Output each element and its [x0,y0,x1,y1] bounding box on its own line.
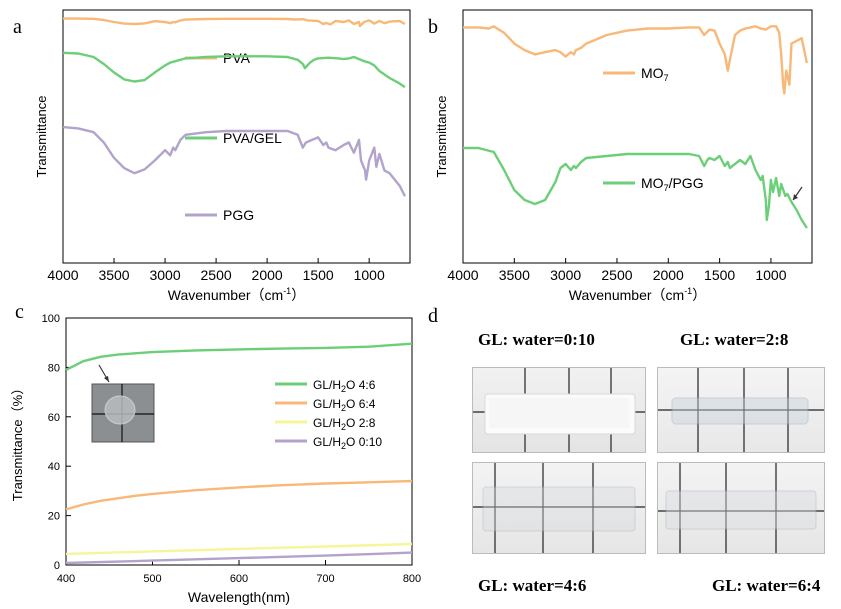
x-tick-label: 1000 [755,267,786,283]
y-tick-label: 40 [48,461,60,473]
y-axis-label: Transmittance [434,96,449,178]
photo-gl-water-4-6 [472,462,646,554]
x-tick-label: 4000 [447,267,478,283]
x-tick-label: 1000 [354,267,385,283]
panel-label: a [13,16,22,38]
legend-entry: GL/H2O 0:10 [313,435,382,451]
annotation-arrowhead [793,194,798,200]
plot-frame [462,9,813,264]
y-axis-label: Transmittance（%） [10,382,25,501]
photo-grid [473,368,645,452]
legend-entry: PGG [223,207,254,223]
x-tick-label: 4000 [47,267,78,283]
photo-grid [473,463,645,553]
legend-entry: PVA [223,50,251,66]
x-tick-label: 3000 [149,267,180,283]
legend-entry: GL/H2O 6:4 [313,397,376,413]
x-tick-label: 700 [316,573,334,585]
photo-gl-water-6-4 [657,462,825,554]
x-tick-label: 800 [403,573,421,585]
series-line [63,17,406,28]
x-tick-label: 500 [143,573,161,585]
x-tick-label: 2500 [601,267,632,283]
x-tick-label: 600 [230,573,248,585]
legend-entry: MO7 [641,65,669,83]
legend-entry: GL/H2O 4:6 [313,378,376,394]
y-tick-label: 20 [48,511,60,523]
series-line [65,342,413,371]
x-axis-label: Wavelength(nm) [188,589,290,605]
chart-panel-a: a 4000 3500 3000 2500 2000 1500 1000 Wavenumber（… [13,9,411,303]
x-tick-label: 2000 [252,267,283,283]
transparent-film [482,486,636,532]
x-tick-label: 3500 [98,267,129,283]
x-axis-label: Wavenumber（cm-1） [569,286,706,303]
transparent-film [671,397,809,425]
y-tick-label: 0 [54,560,60,572]
transparent-film [665,490,817,530]
x-tick-label: 2000 [653,267,684,283]
y-tick-label: 100 [42,313,60,325]
series-line [65,551,413,565]
legend-entry: GL/H2O 2:8 [313,416,376,432]
series-line [65,479,413,511]
x-tick-label: 1500 [704,267,735,283]
x-tick-label: 2500 [201,267,232,283]
series-line [463,146,808,229]
photo-grid [658,368,824,452]
legend-entry: PVA/GEL [223,130,282,146]
photo-gl-water-0-10 [472,367,646,453]
x-tick-label: 3000 [550,267,581,283]
legend-entry: MO7/PGG [641,175,704,193]
inset-arrowhead [104,376,109,382]
caption-4-6: GL: water=4:6 [478,576,587,595]
panel-label: c [15,301,24,323]
panel-label: b [428,16,438,38]
y-tick-label: 60 [48,412,60,424]
x-tick-label: 400 [57,573,75,585]
y-tick-label: 80 [48,362,60,374]
series-line [62,125,406,197]
plot-frame [62,9,411,264]
y-axis-label: Transmittance [34,96,49,178]
x-tick-label: 1500 [303,267,334,283]
inset-photo [91,383,155,443]
series-line [62,51,406,89]
photo-grid [658,463,824,553]
series-line [463,25,809,95]
chart-panel-b: b 4000 3500 3000 2500 2000 1500 1000 Wavenumber（… [428,9,813,303]
panel-d-label: d [428,305,438,327]
caption-2-8: GL: water=2:8 [680,330,789,349]
caption-6-4: GL: water=6:4 [712,576,821,595]
x-axis-label: Wavenumber（cm-1） [168,286,305,303]
series-line [65,542,413,556]
caption-0-10: GL: water=0:10 [478,330,595,349]
photo-gl-water-2-8 [657,367,825,453]
x-tick-label: 3500 [499,267,530,283]
